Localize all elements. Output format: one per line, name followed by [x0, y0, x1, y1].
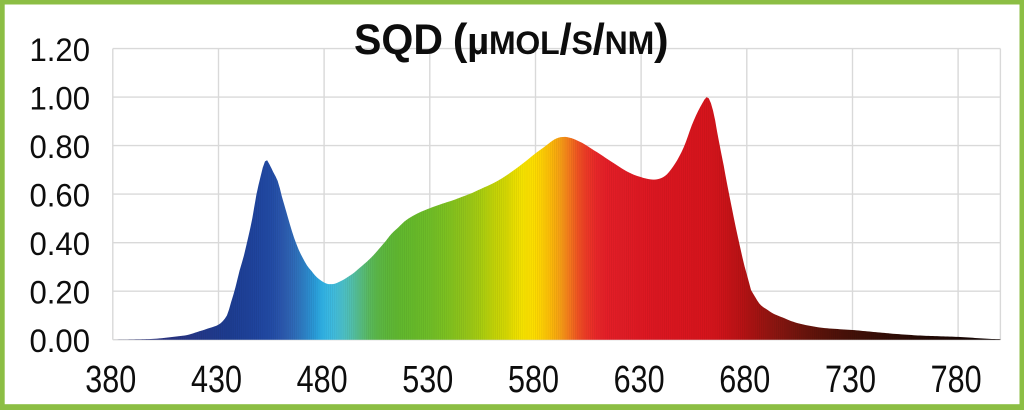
svg-text:530: 530 [402, 359, 453, 401]
svg-text:730: 730 [825, 359, 876, 401]
svg-text:380: 380 [85, 359, 136, 401]
svg-text:480: 480 [297, 359, 348, 401]
svg-text:0.40: 0.40 [30, 226, 91, 262]
svg-text:680: 680 [719, 359, 770, 401]
svg-text:0.80: 0.80 [30, 129, 91, 165]
svg-text:580: 580 [508, 359, 559, 401]
svg-text:780: 780 [931, 359, 982, 401]
svg-text:0.20: 0.20 [30, 275, 91, 311]
svg-text:0.60: 0.60 [30, 177, 91, 213]
svg-text:1.00: 1.00 [30, 80, 91, 116]
svg-text:0.00: 0.00 [30, 323, 91, 359]
svg-text:430: 430 [191, 359, 242, 401]
svg-text:630: 630 [614, 359, 665, 401]
svg-text:SQD: SQD [354, 17, 443, 64]
svg-text:1.20: 1.20 [30, 32, 91, 68]
